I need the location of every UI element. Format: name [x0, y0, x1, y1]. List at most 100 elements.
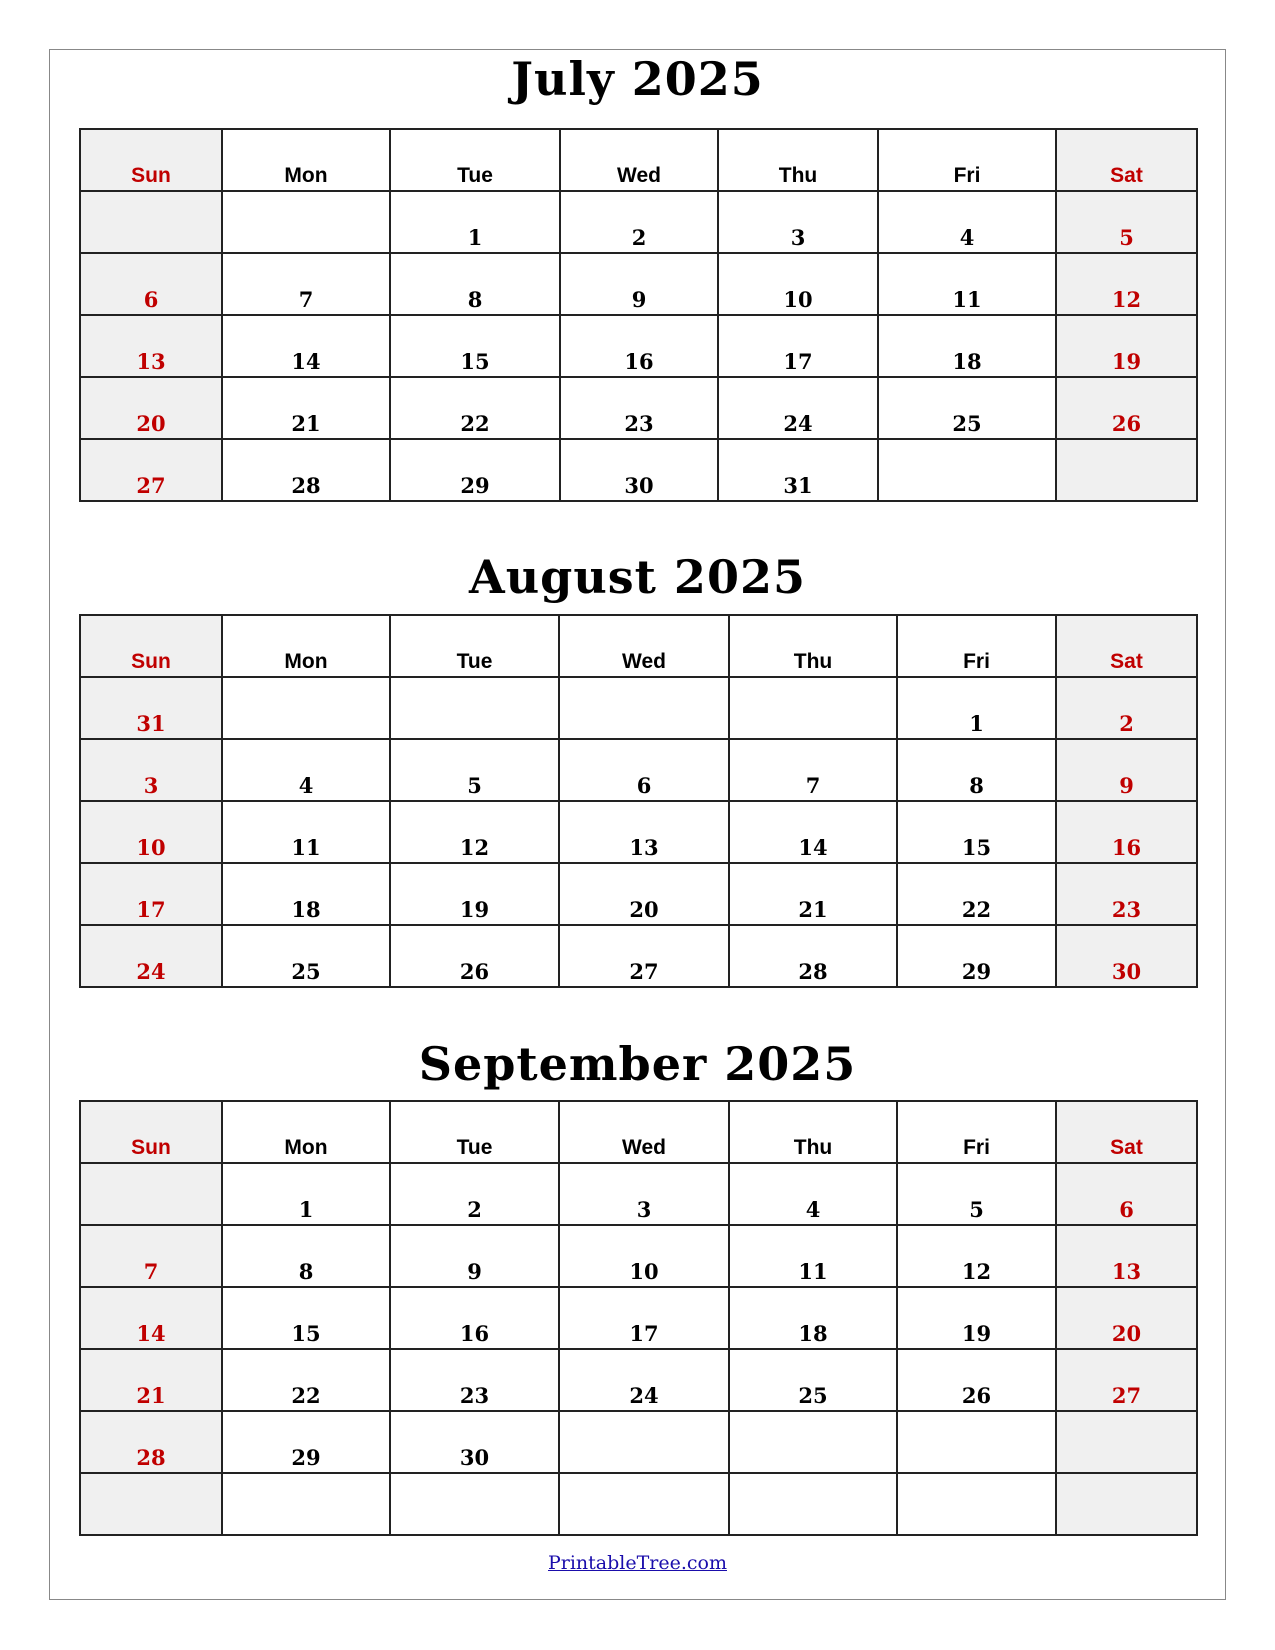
week-row: 20 21 22 23 24 25 26 [79, 376, 1198, 440]
day-cell: 28 [221, 438, 391, 502]
empty-day-cell [896, 1472, 1057, 1536]
empty-day-cell [728, 1472, 898, 1536]
day-cell: 18 [728, 1286, 898, 1350]
weekday-header-row: Sun Mon Tue Wed Thu Fri Sat [79, 614, 1198, 678]
day-cell: 2 [1055, 676, 1198, 740]
day-cell: 25 [877, 376, 1057, 440]
day-cell: 12 [389, 800, 560, 864]
weekday-header-mon: Mon [221, 614, 391, 678]
day-cell: 7 [221, 252, 391, 316]
weekday-header-fri: Fri [896, 1100, 1057, 1164]
day-cell: 1 [896, 676, 1057, 740]
day-cell: 1 [221, 1162, 391, 1226]
weekday-header-fri: Fri [877, 128, 1057, 192]
day-cell: 25 [221, 924, 391, 988]
day-cell: 26 [389, 924, 560, 988]
day-cell: 10 [79, 800, 223, 864]
day-cell: 6 [558, 738, 730, 802]
day-cell: 16 [559, 314, 719, 378]
day-cell: 8 [389, 252, 561, 316]
day-cell: 27 [79, 438, 223, 502]
day-cell: 9 [1055, 738, 1198, 802]
day-cell: 17 [717, 314, 879, 378]
empty-day-cell [221, 676, 391, 740]
week-row: 28 29 30 [79, 1410, 1198, 1474]
calendar-july: Sun Mon Tue Wed Thu Fri Sat 1 2 3 4 5 6 7 8 9 10 11 12 13 14… [79, 128, 1198, 502]
weekday-header-sun: Sun [79, 1100, 223, 1164]
day-cell: 6 [1055, 1162, 1198, 1226]
weekday-header-tue: Tue [389, 128, 561, 192]
empty-day-cell [1055, 438, 1198, 502]
empty-day-cell [558, 676, 730, 740]
day-cell: 21 [79, 1348, 223, 1412]
day-cell: 24 [717, 376, 879, 440]
footer: PrintableTree.com [0, 1552, 1275, 1574]
day-cell: 5 [1055, 190, 1198, 254]
day-cell: 22 [221, 1348, 391, 1412]
weekday-header-wed: Wed [558, 1100, 730, 1164]
week-row: 17 18 19 20 21 22 23 [79, 862, 1198, 926]
printabletree-link[interactable]: PrintableTree.com [547, 1552, 727, 1574]
empty-day-cell [79, 1162, 223, 1226]
day-cell: 18 [221, 862, 391, 926]
day-cell: 12 [1055, 252, 1198, 316]
day-cell: 2 [389, 1162, 560, 1226]
empty-day-cell [79, 190, 223, 254]
week-row: 21 22 23 24 25 26 27 [79, 1348, 1198, 1412]
day-cell: 23 [1055, 862, 1198, 926]
day-cell: 22 [389, 376, 561, 440]
day-cell: 22 [896, 862, 1057, 926]
day-cell: 19 [1055, 314, 1198, 378]
day-cell: 6 [79, 252, 223, 316]
day-cell: 13 [79, 314, 223, 378]
empty-day-cell [221, 190, 391, 254]
empty-day-cell [1055, 1472, 1198, 1536]
day-cell: 30 [1055, 924, 1198, 988]
empty-day-cell [221, 1472, 391, 1536]
day-cell: 5 [389, 738, 560, 802]
empty-day-cell [558, 1410, 730, 1474]
weekday-header-sun: Sun [79, 614, 223, 678]
weekday-header-thu: Thu [728, 1100, 898, 1164]
day-cell: 15 [896, 800, 1057, 864]
month-title-august: August 2025 [469, 550, 806, 604]
day-cell: 11 [877, 252, 1057, 316]
day-cell: 11 [728, 1224, 898, 1288]
day-cell: 8 [221, 1224, 391, 1288]
day-cell: 14 [728, 800, 898, 864]
day-cell: 23 [389, 1348, 560, 1412]
day-cell: 4 [728, 1162, 898, 1226]
weekday-header-tue: Tue [389, 614, 560, 678]
day-cell: 30 [559, 438, 719, 502]
month-title-july: July 2025 [511, 52, 764, 106]
week-row: 14 15 16 17 18 19 20 [79, 1286, 1198, 1350]
day-cell: 24 [558, 1348, 730, 1412]
day-cell: 21 [728, 862, 898, 926]
day-cell: 10 [717, 252, 879, 316]
empty-day-cell [877, 438, 1057, 502]
empty-day-cell [728, 676, 898, 740]
day-cell: 4 [877, 190, 1057, 254]
day-cell: 9 [389, 1224, 560, 1288]
day-cell: 16 [1055, 800, 1198, 864]
day-cell: 31 [79, 676, 223, 740]
weekday-header-wed: Wed [558, 614, 730, 678]
day-cell: 27 [1055, 1348, 1198, 1412]
day-cell: 20 [1055, 1286, 1198, 1350]
day-cell: 2 [559, 190, 719, 254]
day-cell: 3 [79, 738, 223, 802]
day-cell: 15 [389, 314, 561, 378]
day-cell: 1 [389, 190, 561, 254]
day-cell: 23 [559, 376, 719, 440]
day-cell: 19 [389, 862, 560, 926]
empty-day-cell [728, 1410, 898, 1474]
day-cell: 13 [558, 800, 730, 864]
weekday-header-mon: Mon [221, 128, 391, 192]
day-cell: 7 [79, 1224, 223, 1288]
day-cell: 26 [896, 1348, 1057, 1412]
week-row: 13 14 15 16 17 18 19 [79, 314, 1198, 378]
month-title-september: September 2025 [418, 1037, 857, 1091]
day-cell: 20 [558, 862, 730, 926]
